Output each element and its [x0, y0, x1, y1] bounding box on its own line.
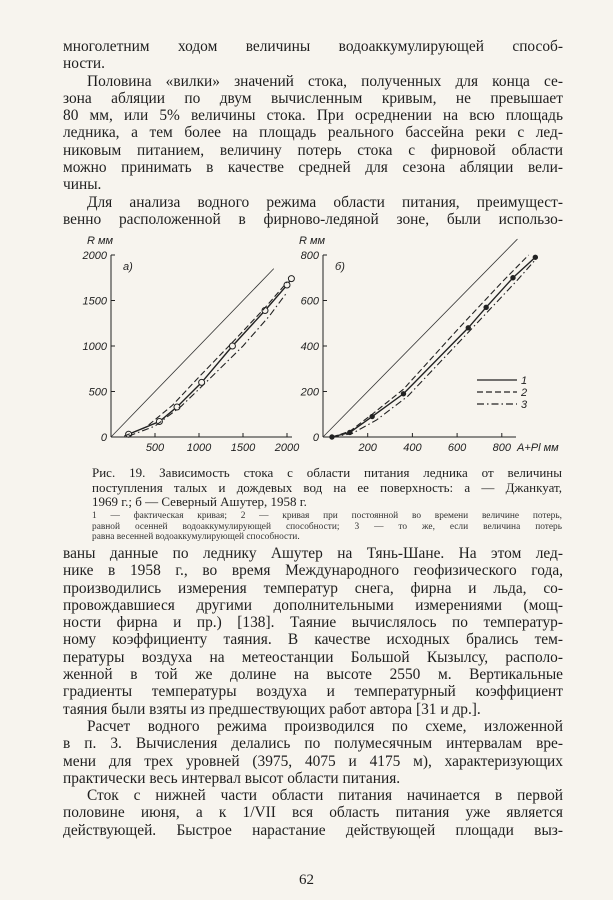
page-number: 62	[299, 872, 314, 888]
text-line: Половина «вилки» значений стока, получен…	[87, 72, 563, 90]
y-tick-label: 0	[313, 432, 320, 444]
text-line: женной в той же долине на высоте 2550 м.…	[63, 666, 563, 684]
y-tick-label: 500	[89, 387, 108, 399]
text-line: Для анализа водного режима области питан…	[87, 193, 563, 211]
text-line: чины.	[63, 176, 102, 194]
panel-label: б)	[335, 261, 345, 273]
x-tick-label: 2000	[274, 442, 300, 454]
text-line: производились измерения температур снега…	[63, 579, 563, 597]
series-2-line	[123, 281, 288, 437]
series-2-line	[331, 254, 530, 438]
legend-text-line: равной осенней водоаккумулирующей способ…	[92, 521, 562, 532]
data-point	[173, 403, 181, 411]
panel-label: а)	[123, 261, 133, 273]
chart-panel-a: 500 1000 1500 2000 0 500 1000 1500 2000 R мм а)	[82, 235, 301, 454]
text-line: ности.	[63, 55, 105, 73]
y-tick-label: 1000	[83, 341, 108, 353]
reference-line	[322, 238, 518, 438]
series-1-line	[331, 256, 536, 438]
text-line: нике в 1958 г., во время Международного …	[63, 562, 563, 580]
x-tick-label: 800	[493, 442, 512, 454]
y-tick-label: 1500	[83, 296, 108, 308]
data-point	[198, 378, 206, 386]
series-3-line	[331, 256, 538, 438]
text-line: половине июня, а к 1/VII вся область пит…	[63, 804, 563, 822]
caption-line: Рис. 19. Зависимость стока с области пит…	[92, 465, 562, 480]
text-line: Расчет водного режима производился по сх…	[87, 717, 563, 735]
text-line: действующей. Быстрое нарастание действую…	[63, 821, 563, 839]
x-tick-label: 400	[403, 442, 422, 454]
top-text-block: многолетним ходом величины водоаккумулир…	[63, 38, 563, 228]
text-line: ности фирна и пр.) [138]. Таяние вычисля…	[63, 614, 563, 632]
figure-legend-text: 1 — фактическая кривая; 2 — кривая при п…	[92, 511, 562, 543]
legend-text-line: 1 — фактическая кривая; 2 — кривая при п…	[92, 511, 562, 521]
text-line: венно расположенной в фирново-ледяной зо…	[63, 210, 563, 228]
x-tick-label: 1500	[231, 442, 256, 454]
text-line: ному коэффициенту таяния. В качестве исх…	[63, 631, 563, 649]
x-tick-label: 600	[448, 442, 467, 454]
y-tick-label: 800	[301, 250, 320, 262]
data-point	[510, 275, 516, 281]
text-line: можно принимать в качестве средней для с…	[63, 159, 563, 177]
text-line: ледника, а тем более на площадь реальног…	[63, 124, 563, 142]
y-tick-label: 200	[300, 387, 320, 399]
caption-line: 1969 г.; б — Северный Ашутер, 1958 г.	[92, 494, 307, 509]
legend-label: 1	[521, 375, 527, 387]
data-point	[287, 275, 295, 283]
text-line: Сток с нижней части области питания начи…	[87, 787, 563, 805]
reference-line	[110, 268, 275, 438]
text-line: таяния были взяты из предшествующих рабо…	[63, 700, 481, 718]
text-line: зона абляции по двум вычисленным кривым,…	[63, 89, 563, 107]
bottom-text-block: ваны данные по леднику Ашутер на Тянь-Ша…	[63, 545, 563, 839]
chart-panel-b: 200 400 600 800 0 200 400 600 800 R мм б) A+Pl мм 12…	[299, 235, 559, 454]
data-point	[155, 418, 163, 426]
caption-line: поступления талых и дождевых вод на ее п…	[92, 479, 562, 495]
series-3-line	[128, 291, 288, 437]
legend-text-line: равна весенней водоаккумулирующей способ…	[92, 532, 300, 542]
data-point	[483, 304, 489, 311]
legend-label: 3	[521, 399, 528, 411]
data-point	[400, 391, 407, 397]
y-tick-label: 600	[301, 296, 320, 308]
x-tick-label: 200	[358, 442, 378, 454]
text-line: провождавшиеся другими дополнительными и…	[63, 596, 563, 614]
text-line: пературы воздуха на метеостанции Большой…	[63, 648, 563, 666]
text-line: практически весь интервал высот области …	[63, 769, 401, 787]
figure-caption: Рис. 19. Зависимость стока с области пит…	[92, 465, 562, 510]
text-line: 80 мм, или 5% величины стока. При осредн…	[63, 107, 563, 125]
series-1-line	[128, 278, 292, 435]
x-axis-label: A+Pl мм	[516, 442, 559, 454]
text-line: ваны данные по леднику Ашутер на Тянь-Ша…	[63, 545, 563, 562]
text-line: градиенты температуры воздуха и температ…	[63, 683, 563, 701]
data-point	[465, 325, 471, 331]
y-tick-label: 0	[101, 432, 108, 444]
x-tick-label: 1000	[187, 442, 212, 454]
text-line: в п. 3. Вычисления делались по полумесяч…	[63, 735, 563, 753]
data-point	[228, 342, 236, 350]
y-tick-label: 2000	[82, 250, 108, 262]
y-axis-label: R мм	[87, 235, 114, 247]
y-tick-label: 400	[301, 341, 320, 353]
y-axis-label: R мм	[299, 235, 326, 247]
text-line: никовым питанием, величину потерь стока …	[63, 141, 563, 159]
text-line: многолетним ходом величины водоаккумулир…	[63, 38, 563, 55]
legend-label: 2	[520, 387, 527, 399]
x-tick-label: 500	[146, 442, 165, 454]
text-line: мени для трех уровней (3975, 4075 и 4175…	[63, 752, 563, 770]
